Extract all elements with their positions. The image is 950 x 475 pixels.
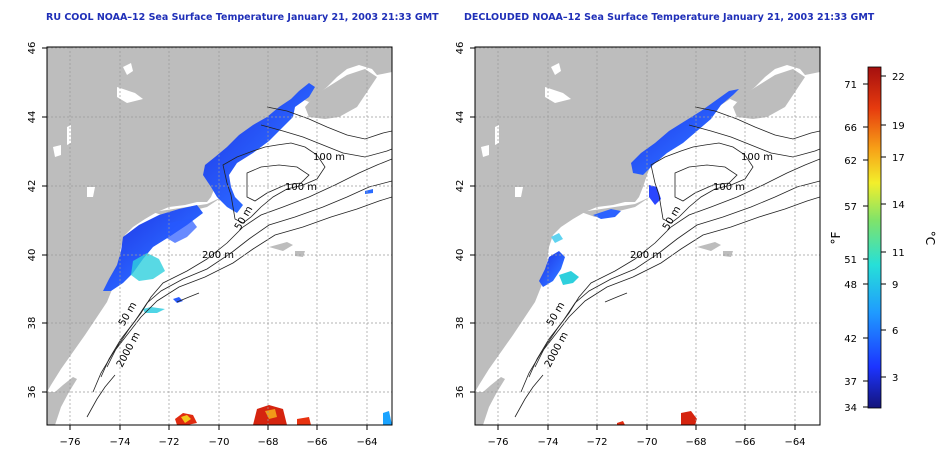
contour-label: 100 m	[741, 152, 773, 163]
x-tick-label: −66	[306, 437, 327, 448]
left-map: 100 m 100 m 50 m 200 m 50 m 2000 m −76 −…	[27, 42, 393, 448]
colorbar-f-tick: 51	[844, 255, 857, 266]
y-tick-label: 40	[27, 249, 38, 262]
y-tick-label: 42	[455, 180, 466, 193]
celsius-unit-label: °C	[923, 231, 937, 245]
x-tick-label: −76	[487, 437, 508, 448]
contour-label: 100 m	[713, 182, 745, 193]
contour-label: 100 m	[285, 182, 317, 193]
x-tick-label: −70	[208, 437, 229, 448]
right-map-grid	[475, 47, 820, 425]
colorbar-c-tick: 11	[892, 248, 905, 259]
contour-label: 200 m	[630, 250, 662, 261]
colorbar-f-labels: 71 66 62 57 51 48 42 37 34	[844, 80, 857, 414]
contour-label: 100 m	[313, 152, 345, 163]
right-map: 100 m 100 m 50 m 200 m 50 m 2000 m −76 −…	[455, 42, 821, 448]
colorbar-c-tick: 3	[892, 373, 898, 384]
x-tick-label: −72	[158, 437, 179, 448]
colorbar-c-tick: 6	[892, 326, 898, 337]
left-map-grid	[47, 47, 392, 425]
x-tick-label: −70	[636, 437, 657, 448]
colorbar-f-tick: 66	[844, 123, 857, 134]
right-x-tick-labels: −76 −74 −72 −70 −68 −66 −64	[487, 437, 805, 448]
y-tick-label: 46	[27, 42, 38, 55]
y-tick-label: 40	[455, 249, 466, 262]
colorbar-c-tick: 19	[892, 121, 905, 132]
colorbar-c-tick: 9	[892, 280, 898, 291]
x-tick-label: −68	[257, 437, 278, 448]
x-tick-label: −76	[59, 437, 80, 448]
left-x-tick-labels: −76 −74 −72 −70 −68 −66 −64	[59, 437, 377, 448]
colorbar-c-labels: 22 19 17 14 11 9 6 3	[892, 72, 905, 384]
colorbar-c-tick: 14	[892, 200, 905, 211]
colorbar-f-tick: 48	[844, 280, 857, 291]
x-tick-label: −68	[685, 437, 706, 448]
y-tick-label: 38	[27, 317, 38, 330]
x-tick-label: −64	[356, 437, 377, 448]
x-tick-label: −64	[784, 437, 805, 448]
colorbar-f-tick: 34	[844, 403, 857, 414]
x-tick-label: −66	[734, 437, 755, 448]
x-tick-label: −72	[586, 437, 607, 448]
colorbar-f-tick: 71	[844, 80, 857, 91]
y-tick-label: 44	[455, 111, 466, 124]
x-tick-label: −74	[537, 437, 558, 448]
colorbar-scale	[867, 66, 882, 409]
colorbar: 71 66 62 57 51 48 42 37 34 22 19 17 14 1…	[829, 66, 937, 414]
y-tick-label: 38	[455, 317, 466, 330]
y-tick-label: 46	[455, 42, 466, 55]
y-tick-label: 42	[27, 180, 38, 193]
contour-label: 200 m	[202, 250, 234, 261]
colorbar-f-tick: 37	[844, 377, 857, 388]
y-tick-label: 36	[27, 386, 38, 399]
left-y-tick-labels: 36 38 40 42 44 46	[27, 42, 38, 399]
colorbar-c-tick: 22	[892, 72, 905, 83]
fahrenheit-unit-label: °F	[829, 231, 843, 244]
x-tick-label: −74	[109, 437, 130, 448]
right-map-title: DECLOUDED NOAA–12 Sea Surface Temperatur…	[464, 12, 875, 23]
colorbar-f-tick: 42	[844, 334, 857, 345]
colorbar-f-tick: 57	[844, 202, 857, 213]
right-y-tick-labels: 36 38 40 42 44 46	[455, 42, 466, 399]
y-tick-label: 44	[27, 111, 38, 124]
colorbar-f-tick: 62	[844, 156, 857, 167]
y-tick-label: 36	[455, 386, 466, 399]
left-map-title: RU COOL NOAA–12 Sea Surface Temperature …	[46, 12, 439, 23]
left-sst-data	[103, 83, 392, 425]
colorbar-c-tick: 17	[892, 153, 905, 164]
